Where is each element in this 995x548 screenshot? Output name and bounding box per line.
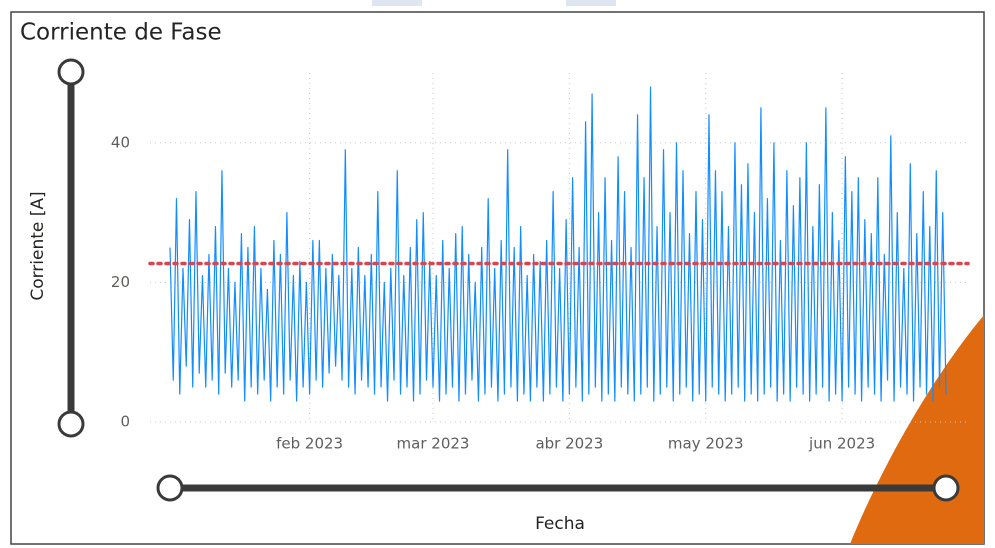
chart: Corriente de Fase Corriente [A] Fecha 0 2… — [0, 0, 995, 548]
x-tick-label: feb 2023 — [276, 435, 343, 453]
x-slider-handle[interactable] — [934, 476, 958, 500]
x-axis-label: Fecha — [535, 514, 585, 534]
x-slider-handle[interactable] — [158, 476, 182, 500]
y-tick-label: 20 — [111, 273, 130, 291]
y-slider-handle[interactable] — [59, 60, 83, 84]
y-tick-label: 0 — [120, 413, 130, 431]
decoration — [566, 0, 616, 6]
x-tick-label: may 2023 — [668, 435, 744, 453]
y-slider-handle[interactable] — [59, 412, 83, 436]
chart-title: Corriente de Fase — [20, 20, 222, 46]
y-axis-label: Corriente [A] — [28, 191, 48, 300]
y-tick-label: 40 — [111, 133, 130, 151]
x-tick-label: jun 2023 — [808, 435, 875, 453]
x-tick-label: mar 2023 — [397, 435, 470, 453]
page: {"chart_data": {"type": "line", "title":… — [0, 0, 995, 548]
decoration — [372, 0, 422, 6]
x-tick-label: abr 2023 — [535, 435, 603, 453]
